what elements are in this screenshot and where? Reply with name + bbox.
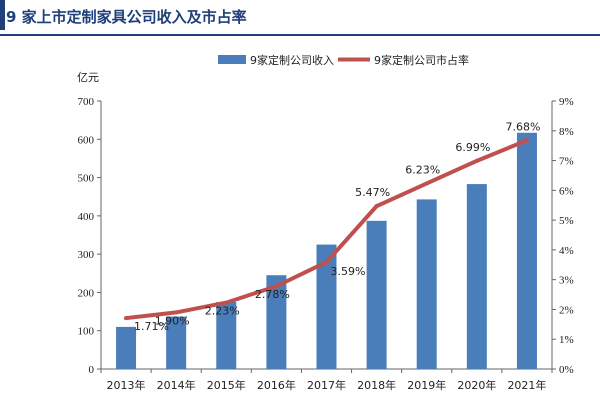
y2-tick-label: 9% (559, 96, 574, 108)
line-point (324, 260, 329, 265)
data-label: 1.90% (155, 314, 190, 327)
bar (416, 199, 437, 369)
y2-tick-label: 5% (559, 215, 574, 227)
title-accent-bar (0, 0, 5, 30)
y-tick-label: 200 (78, 287, 95, 299)
y-axis-unit-label: 亿元 (77, 71, 99, 84)
data-label: 5.47% (355, 186, 390, 199)
line-point (424, 181, 429, 186)
line-point (224, 300, 229, 305)
page-title: 9 家上市定制家具公司收入及市占率 (6, 8, 247, 26)
x-tick-label: 2015年 (207, 378, 246, 392)
data-label: 6.99% (455, 141, 490, 154)
y2-tick-label: 6% (559, 185, 574, 197)
line-point (374, 204, 379, 209)
tick-labels: 0 100 200 300 400 500 600 700 0% 1% 2% 3% 4% 5% 6% 7% 8%… (78, 96, 574, 392)
y-tick-label: 100 (78, 326, 95, 338)
y-tick-label: 600 (78, 134, 95, 146)
x-tick-label: 2020年 (457, 378, 496, 392)
x-tick-label: 2013年 (107, 378, 146, 392)
data-label: 3.59% (331, 265, 366, 278)
y2-tick-label: 7% (559, 156, 574, 168)
title-area: 9 家上市定制家具公司收入及市占率 (0, 0, 600, 40)
bar (116, 326, 137, 369)
line-point (174, 310, 179, 315)
legend-bar-swatch (218, 55, 246, 64)
bar (466, 184, 487, 369)
x-tick-label: 2016年 (257, 378, 296, 392)
line-point (524, 138, 529, 143)
y-tick-label: 300 (78, 249, 95, 261)
y2-tick-label: 1% (559, 334, 574, 346)
bar (166, 316, 187, 369)
legend-bar-label: 9家定制公司收入 (250, 53, 334, 67)
bar (316, 244, 337, 369)
x-tick-label: 2021年 (507, 378, 546, 392)
y-tick-label: 700 (78, 96, 95, 108)
bar (516, 132, 537, 369)
x-tick-label: 2014年 (157, 378, 196, 392)
title-divider (0, 34, 600, 36)
x-tick-label: 2018年 (357, 378, 396, 392)
data-label: 1.71% (134, 320, 169, 333)
y-tick-label: 500 (78, 173, 95, 185)
line-point (474, 158, 479, 163)
bar (366, 220, 387, 369)
y2-tick-label: 8% (559, 126, 574, 138)
data-label: 7.68% (505, 120, 540, 133)
y2-tick-label: 3% (559, 275, 574, 287)
data-label: 2.23% (205, 305, 240, 318)
y2-tick-label: 0% (559, 364, 574, 376)
bar (216, 302, 237, 369)
legend: 9家定制公司收入 9家定制公司市占率 (218, 53, 469, 67)
y2-tick-label: 4% (559, 245, 574, 257)
line-series (124, 138, 529, 321)
line-point (274, 284, 279, 289)
x-tick-label: 2019年 (407, 378, 446, 392)
y-tick-label: 0 (89, 364, 95, 376)
x-tick-label: 2017年 (307, 378, 346, 392)
data-label: 2.78% (255, 288, 290, 301)
legend-line-label: 9家定制公司市占率 (374, 53, 469, 67)
bar (266, 275, 287, 369)
y-tick-label: 400 (78, 211, 95, 223)
bar-series (116, 132, 537, 369)
data-label: 6.23% (405, 163, 440, 176)
y2-tick-label: 2% (559, 304, 574, 316)
line-point (124, 316, 129, 321)
